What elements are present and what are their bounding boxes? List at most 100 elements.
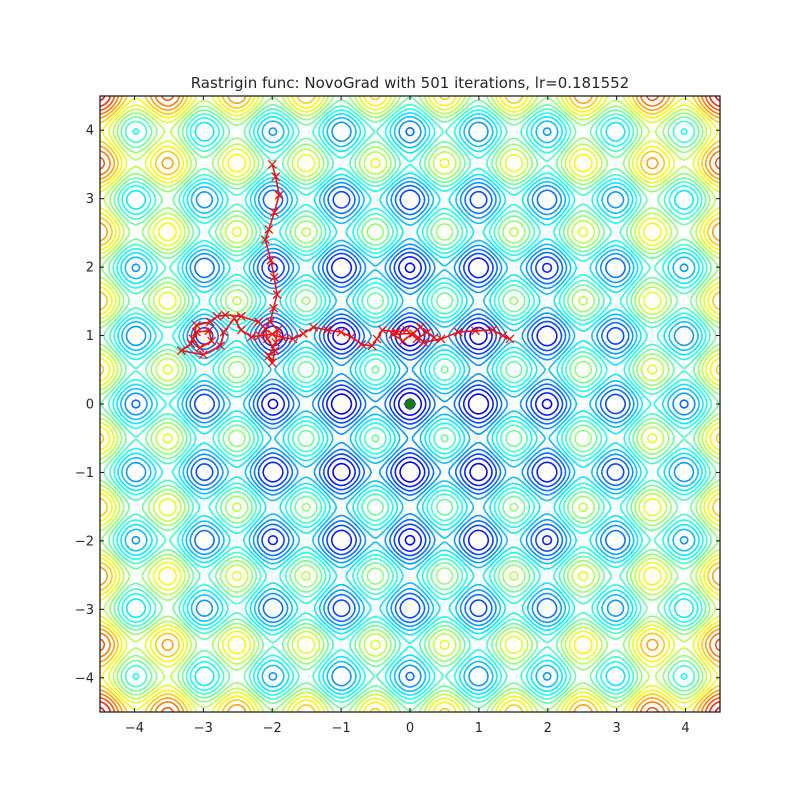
trajectory-point [255, 331, 265, 341]
trajectory-point [260, 324, 270, 334]
trajectory-point [309, 322, 319, 332]
trajectory-point [419, 337, 429, 347]
trajectory-point [236, 311, 246, 321]
y-tick-label: 1 [86, 329, 94, 344]
contour-level-9 [112, 108, 708, 700]
trajectory-point [260, 235, 270, 245]
trajectory-point [398, 336, 408, 346]
trajectory-point [408, 329, 418, 338]
contour-level-11 [100, 96, 720, 712]
contour-level-18 [100, 96, 720, 712]
trajectory-point [505, 334, 515, 344]
contour-level-15 [100, 96, 720, 712]
trajectory-point [198, 350, 208, 360]
contour-lines [100, 96, 720, 712]
trajectory-point [322, 325, 332, 335]
contour-level-3 [261, 256, 559, 552]
trajectory-point [288, 334, 298, 344]
x-tick-label: −1 [332, 721, 351, 736]
contour-level-10 [107, 103, 713, 705]
trajectory-point [191, 320, 201, 330]
trajectory-point [264, 225, 274, 234]
trajectory-point [247, 332, 257, 342]
trajectory-point [470, 326, 480, 336]
x-tick-label: −3 [194, 721, 213, 736]
trajectory-point [195, 343, 205, 353]
trajectory-point [267, 329, 277, 339]
chart-title: Rastrigin func: NovoGrad with 501 iterat… [191, 74, 630, 92]
y-tick-label: 3 [86, 192, 94, 207]
trajectory-point [274, 190, 284, 200]
x-tick-label: 3 [613, 721, 621, 736]
trajectory-point [269, 207, 279, 217]
trajectory-point [372, 334, 382, 344]
y-tick-label: −3 [75, 603, 94, 618]
trajectory-point [267, 358, 277, 368]
contour-level-8 [116, 112, 704, 696]
y-tick-label: 2 [86, 261, 94, 276]
contour-level-2 [267, 262, 553, 546]
x-tick-label: 0 [406, 721, 414, 736]
contour-level-7 [120, 115, 700, 693]
trajectory-point [367, 341, 377, 351]
trajectory-point [346, 332, 356, 342]
trajectory-point [205, 317, 215, 327]
x-tick-label: −4 [125, 721, 144, 736]
contour-level-19 [100, 96, 720, 712]
trajectory-point [176, 346, 186, 356]
trajectory-point [220, 310, 230, 320]
trajectory-point [271, 337, 281, 347]
trajectory-point [412, 334, 422, 344]
trajectory-point [273, 325, 283, 335]
contour-level-4 [193, 189, 627, 619]
trajectory-point [266, 255, 276, 265]
trajectory-point [267, 159, 277, 169]
trajectory-point [357, 339, 367, 349]
contour-level-13 [100, 96, 720, 712]
trajectory-point [204, 326, 214, 336]
trajectory-point [377, 325, 387, 335]
contour-level-17 [100, 96, 720, 712]
trajectory-point [216, 341, 226, 351]
x-tick-label: 1 [475, 721, 483, 736]
x-tick-label: 2 [544, 721, 552, 736]
contour-level-14 [100, 96, 720, 712]
trajectory-point [253, 317, 263, 327]
trajectory-point [402, 325, 412, 335]
x-tick-label: 4 [681, 721, 689, 736]
trajectory-point [186, 339, 196, 349]
trajectory-point [236, 325, 246, 335]
y-axis-ticks: −4 −3 −2 −1 0 1 2 3 4 [75, 124, 720, 686]
contour-level-16 [100, 96, 720, 712]
trajectory-point [212, 311, 222, 321]
trajectory-point [436, 334, 446, 344]
contour-level-6 [124, 120, 696, 688]
trajectory-point [229, 313, 239, 323]
trajectory-point [498, 331, 508, 341]
trajectory-point [278, 333, 288, 343]
trajectory-point [336, 327, 346, 337]
trajectory-point [488, 325, 498, 335]
y-tick-label: −4 [75, 671, 94, 686]
trajectory-point [388, 329, 398, 339]
y-tick-label: −2 [75, 534, 94, 549]
global-minimum-marker [403, 397, 417, 411]
trajectory-point [207, 336, 217, 346]
trajectory-point [298, 329, 308, 338]
trajectory-point [265, 317, 275, 327]
x-tick-label: −2 [263, 721, 282, 736]
trajectory-point [191, 327, 201, 337]
trajectory-point [270, 346, 280, 356]
global-minimum-marker-group [403, 397, 417, 411]
trajectory-point [272, 290, 282, 299]
trajectory-point [271, 172, 281, 182]
trajectory-point [269, 272, 279, 282]
contour-level-5 [131, 126, 689, 682]
x-axis-ticks: −4 −3 −2 −1 0 1 2 3 4 [125, 96, 690, 736]
y-tick-label: 0 [86, 398, 94, 413]
contour-level-20 [100, 96, 720, 712]
trajectory-point [188, 334, 198, 344]
y-tick-label: −1 [75, 466, 94, 481]
trajectory-point [453, 327, 463, 337]
